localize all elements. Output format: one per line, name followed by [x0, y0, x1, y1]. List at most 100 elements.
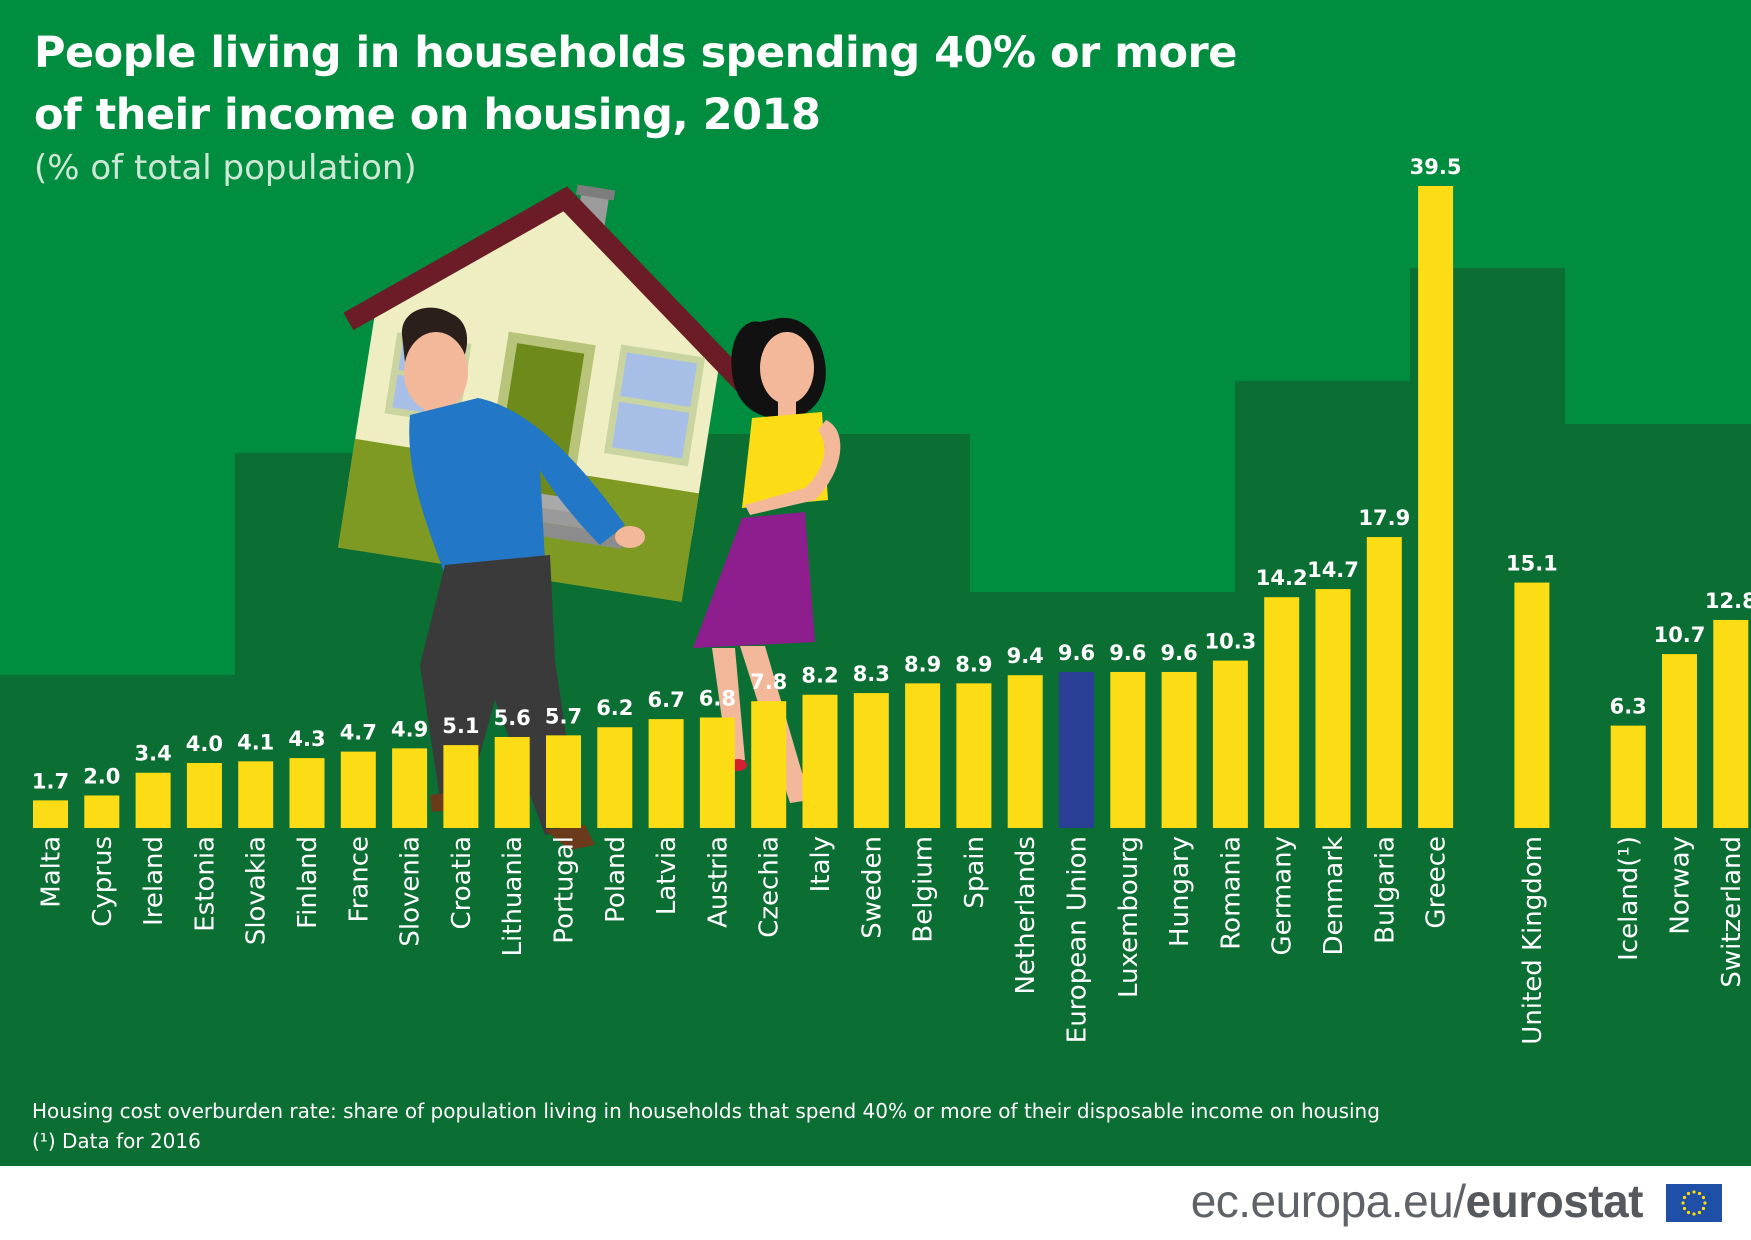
category-label-spain: Spain: [960, 836, 990, 909]
bar-switzerland: [1713, 619, 1749, 828]
category-label-cyprus: Cyprus: [88, 836, 118, 927]
value-label-sweden: 8.3: [853, 662, 890, 686]
eu-flag-stars: [1681, 1190, 1707, 1216]
chart-title: People living in households spending 40%…: [34, 22, 1237, 146]
chart-subtitle: (% of total population): [34, 148, 417, 188]
value-label-iceland: 6.3: [1610, 695, 1647, 719]
bar-cyprus: [84, 795, 120, 828]
bar-poland: [597, 727, 633, 828]
category-label-france: France: [344, 836, 374, 922]
value-label-greece: 39.5: [1410, 155, 1462, 179]
category-label-bulgaria: Bulgaria: [1370, 836, 1400, 944]
value-label-poland: 6.2: [596, 696, 633, 720]
value-label-slovakia: 4.1: [237, 730, 274, 754]
value-label-croatia: 5.1: [442, 714, 479, 738]
bar-france: [340, 751, 376, 828]
value-label-lithuania: 5.6: [494, 706, 531, 730]
value-label-italy: 8.2: [801, 664, 838, 688]
bar-chart: 1.7 Malta 2.0 Cyprus 3.4 Ireland 4.0 Estonia 4.1…: [32, 155, 1751, 1045]
category-label-united-kingdom: United Kingdom: [1518, 836, 1548, 1045]
value-label-france: 4.7: [340, 721, 377, 745]
bar-germany: [1264, 597, 1300, 828]
bar-slovenia: [392, 748, 428, 828]
category-label-netherlands: Netherlands: [1011, 836, 1041, 995]
value-label-estonia: 4.0: [186, 732, 223, 756]
title-line-2: of their income on housing, 2018: [34, 90, 821, 140]
bar-czechia: [751, 701, 787, 828]
category-label-lithuania: Lithuania: [498, 836, 528, 956]
category-label-italy: Italy: [806, 836, 836, 892]
value-label-bulgaria: 17.9: [1358, 506, 1410, 530]
eu-flag-icon: [1666, 1184, 1722, 1222]
category-label-czechia: Czechia: [755, 836, 785, 938]
category-label-iceland: Iceland(¹): [1614, 836, 1644, 961]
value-label-denmark: 14.7: [1307, 558, 1359, 582]
value-label-european-union: 9.6: [1058, 641, 1095, 665]
category-label-croatia: Croatia: [447, 836, 477, 929]
category-label-slovakia: Slovakia: [242, 836, 272, 945]
category-label-slovenia: Slovenia: [396, 836, 426, 947]
category-label-romania: Romania: [1216, 836, 1246, 950]
bar-portugal: [546, 735, 581, 828]
category-label-greece: Greece: [1422, 836, 1452, 929]
bar-sweden: [853, 693, 889, 828]
title-line-1: People living in households spending 40%…: [34, 28, 1237, 78]
iceland-note: (¹) Data for 2016: [32, 1129, 201, 1153]
bar-ireland: [135, 772, 171, 828]
category-label-sweden: Sweden: [857, 836, 887, 939]
eurostat-brand: eurostat: [1465, 1175, 1644, 1227]
category-label-germany: Germany: [1268, 836, 1298, 956]
value-label-slovenia: 4.9: [391, 717, 428, 741]
value-label-finland: 4.3: [288, 727, 325, 751]
category-label-poland: Poland: [601, 836, 631, 923]
value-label-norway: 10.7: [1654, 623, 1706, 647]
value-label-netherlands: 9.4: [1007, 644, 1044, 668]
category-label-belgium: Belgium: [909, 836, 939, 943]
category-label-european-union: European Union: [1063, 836, 1093, 1043]
value-label-luxembourg: 9.6: [1109, 641, 1146, 665]
category-label-estonia: Estonia: [190, 836, 220, 932]
value-label-portugal: 5.7: [545, 704, 582, 728]
category-label-hungary: Hungary: [1165, 836, 1195, 947]
definition-note: Housing cost overburden rate: share of p…: [32, 1099, 1380, 1123]
bar-slovakia: [238, 761, 274, 828]
bar-malta: [33, 800, 68, 828]
value-label-romania: 10.3: [1204, 630, 1256, 654]
category-label-portugal: Portugal: [550, 836, 580, 944]
value-label-ireland: 3.4: [134, 742, 171, 766]
value-label-spain: 8.9: [955, 652, 992, 676]
value-label-switzerland: 12.8: [1705, 589, 1751, 613]
category-label-switzerland: Switzerland: [1717, 836, 1747, 988]
category-label-luxembourg: Luxembourg: [1114, 836, 1144, 998]
value-label-malta: 1.7: [32, 769, 69, 793]
value-label-latvia: 6.7: [647, 688, 684, 712]
bar-iceland: [1610, 725, 1646, 828]
bar-norway: [1662, 654, 1697, 828]
bar-austria: [699, 717, 735, 828]
bar-romania: [1212, 660, 1248, 828]
source-url[interactable]: ec.europa.eu/eurostat: [1190, 1174, 1644, 1228]
category-label-malta: Malta: [37, 836, 67, 908]
bar-lithuania: [494, 736, 530, 828]
value-label-belgium: 8.9: [904, 652, 941, 676]
value-label-united-kingdom: 15.1: [1506, 552, 1558, 576]
category-label-norway: Norway: [1666, 836, 1696, 935]
couple-carrying-house-illustration: [337, 184, 841, 850]
source-url-prefix: ec.europa.eu/: [1190, 1175, 1466, 1227]
value-label-austria: 6.8: [699, 686, 736, 710]
bar-spain: [956, 683, 992, 828]
bar-latvia: [648, 719, 684, 828]
bar-bulgaria: [1366, 537, 1402, 828]
value-label-germany: 14.2: [1256, 566, 1308, 590]
category-label-latvia: Latvia: [652, 836, 682, 915]
bar-hungary: [1161, 671, 1197, 828]
value-label-hungary: 9.6: [1160, 641, 1197, 665]
bar-united-kingdom: [1514, 582, 1550, 828]
category-label-finland: Finland: [293, 836, 323, 929]
footnotes: Housing cost overburden rate: share of p…: [32, 1096, 1380, 1156]
bar-finland: [289, 758, 325, 828]
category-label-ireland: Ireland: [139, 836, 169, 926]
value-label-czechia: 7.8: [750, 670, 787, 694]
skyline-block: [0, 675, 235, 1166]
